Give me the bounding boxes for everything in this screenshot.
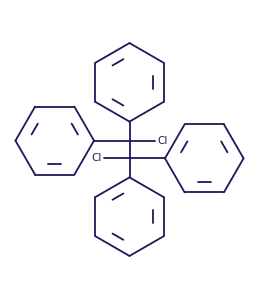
- Text: Cl: Cl: [91, 153, 102, 163]
- Text: Cl: Cl: [157, 136, 168, 146]
